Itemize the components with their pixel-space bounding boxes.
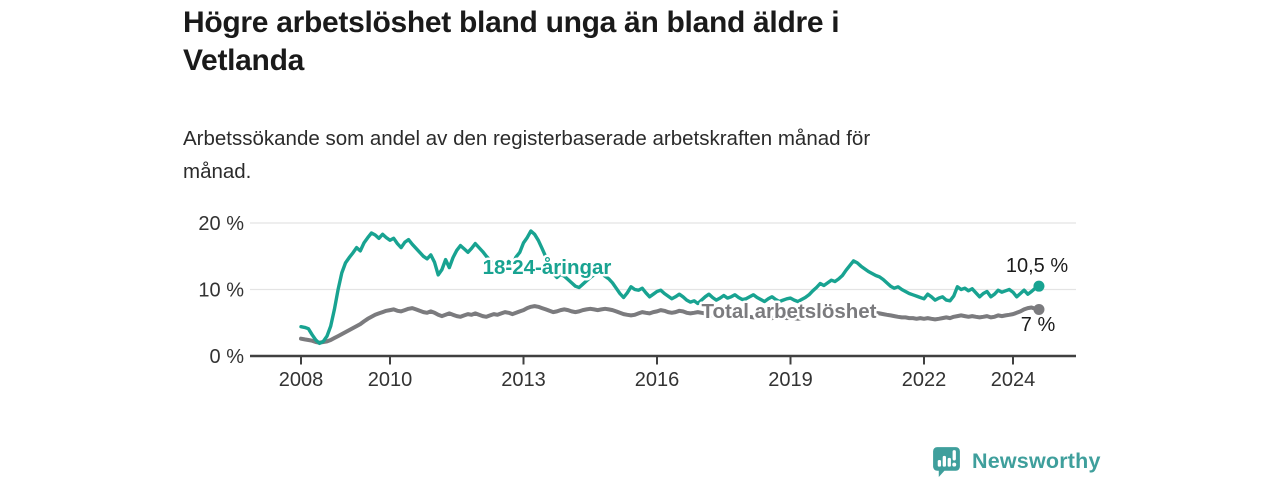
chart-title-line1: Högre arbetslöshet bland unga än bland ä… bbox=[183, 6, 840, 39]
end-value-label-young: 10,5 % bbox=[1006, 255, 1068, 277]
x-tick-label: 2008 bbox=[279, 369, 324, 391]
brand-name: Newsworthy bbox=[972, 448, 1101, 473]
x-tick-label: 2019 bbox=[768, 369, 813, 391]
x-tick-label: 2010 bbox=[368, 369, 413, 391]
x-tick-label: 2024 bbox=[991, 369, 1036, 391]
x-tick-label: 2016 bbox=[635, 369, 680, 391]
y-tick-label: 20 % bbox=[198, 213, 244, 235]
series-label-total: Total arbetslöshet bbox=[701, 300, 876, 323]
x-axis: 2008 2010 2013 2016 2019 2022 2024 bbox=[250, 354, 1076, 391]
chart-labels: 18-24-åringar Total arbetslöshet 10,5 % … bbox=[480, 253, 1070, 338]
bar-chart-speech-bubble-icon bbox=[933, 446, 960, 477]
speech-bubble-shape bbox=[933, 446, 960, 477]
exclamation-bar bbox=[952, 449, 956, 460]
bar-small bbox=[937, 459, 942, 467]
end-dot-young bbox=[1033, 280, 1045, 292]
bar-tall bbox=[942, 455, 946, 467]
x-tick-label: 2013 bbox=[501, 369, 546, 391]
gridlines: 0 % 10 % 20 % bbox=[198, 213, 1076, 368]
line-total bbox=[299, 304, 1041, 345]
line-young bbox=[299, 229, 1041, 346]
series-label-young: 18-24-åringar bbox=[483, 256, 612, 279]
y-tick-label: 0 % bbox=[210, 346, 245, 368]
chart-title: Högre arbetslöshet bland unga än bland ä… bbox=[183, 4, 840, 80]
newsworthy-logo: Newsworthy bbox=[930, 444, 1101, 478]
chart-title-line2: Vetlanda bbox=[183, 44, 304, 77]
y-tick-label: 10 % bbox=[198, 280, 244, 302]
x-tick-label: 2022 bbox=[902, 369, 947, 391]
end-dot-total bbox=[1033, 303, 1045, 315]
end-value-label-total: 7 % bbox=[1021, 314, 1056, 336]
exclamation-dot bbox=[952, 462, 957, 467]
bar-medium bbox=[947, 457, 951, 467]
chart-subtitle-line1: Arbetssökande som andel av den registerb… bbox=[183, 127, 871, 150]
data-series bbox=[299, 229, 1045, 346]
chart-subtitle: Arbetssökande som andel av den registerb… bbox=[183, 122, 870, 188]
chart-subtitle-line2: månad. bbox=[183, 160, 252, 183]
